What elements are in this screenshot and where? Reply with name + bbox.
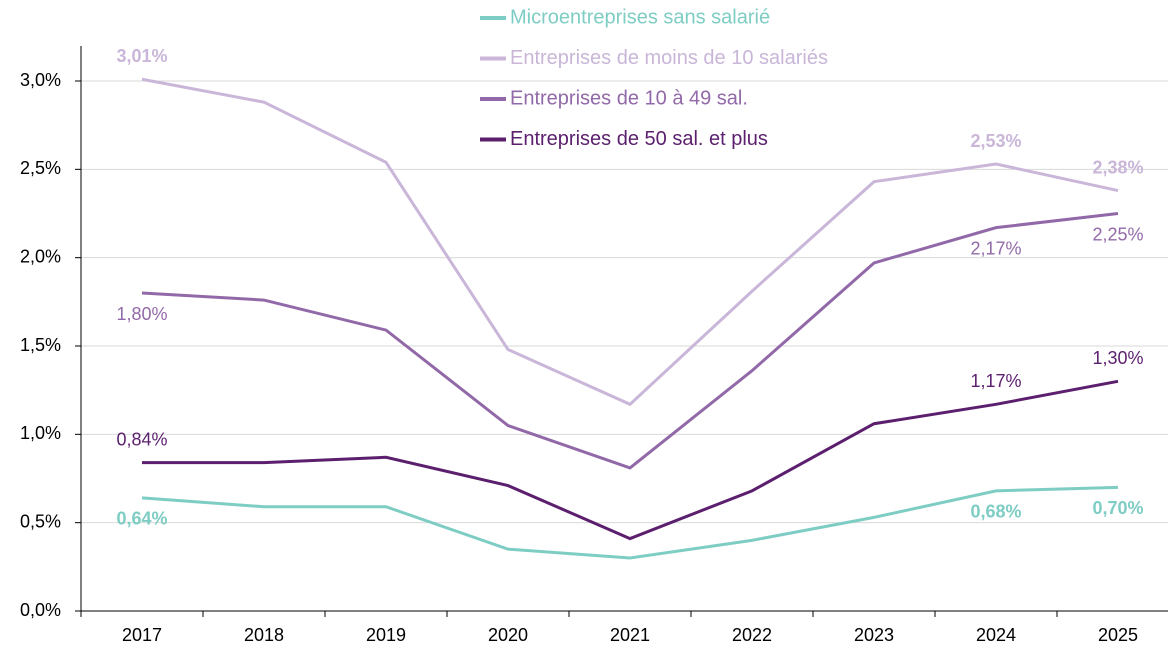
data-label: 1,30% (1092, 348, 1143, 368)
x-tick-label: 2021 (610, 625, 650, 645)
data-label: 0,64% (116, 509, 167, 529)
data-label: 2,38% (1092, 157, 1143, 177)
series-line (141, 77, 1119, 407)
data-label: 2,53% (970, 131, 1021, 151)
legend-label: Entreprises de moins de 10 salariés (510, 47, 828, 69)
y-tick-label: 2,5% (20, 158, 61, 178)
data-label: 0,84% (116, 429, 167, 449)
x-tick-label: 2025 (1098, 625, 1138, 645)
x-tick-label: 2024 (976, 625, 1016, 645)
x-tick-label: 2019 (366, 625, 406, 645)
data-label: 3,01% (116, 46, 167, 66)
legend-label: Entreprises de 50 sal. et plus (510, 128, 768, 150)
y-tick-label: 0,5% (20, 511, 61, 531)
data-label: 1,80% (116, 304, 167, 324)
x-tick-label: 2020 (488, 625, 528, 645)
data-label: 2,25% (1092, 224, 1143, 244)
x-tick-label: 2018 (244, 625, 284, 645)
y-tick-label: 0,0% (20, 600, 61, 620)
y-tick-label: 1,0% (20, 423, 61, 443)
y-tick-label: 2,0% (20, 246, 61, 266)
legend-label: Microentreprises sans salarié (510, 6, 770, 28)
data-label: 2,17% (970, 238, 1021, 258)
legend-label: Entreprises de 10 à 49 sal. (510, 87, 748, 109)
data-label: 0,70% (1092, 498, 1143, 518)
x-tick-label: 2023 (854, 625, 894, 645)
x-tick-label: 2022 (732, 625, 772, 645)
data-label: 0,68% (970, 502, 1021, 522)
y-tick-label: 1,5% (20, 335, 61, 355)
series-line (142, 379, 1119, 541)
data-label: 1,17% (970, 371, 1021, 391)
y-tick-label: 3,0% (20, 70, 61, 90)
x-tick-label: 2017 (122, 625, 162, 645)
series-line (141, 212, 1119, 470)
series-line (141, 485, 1119, 560)
